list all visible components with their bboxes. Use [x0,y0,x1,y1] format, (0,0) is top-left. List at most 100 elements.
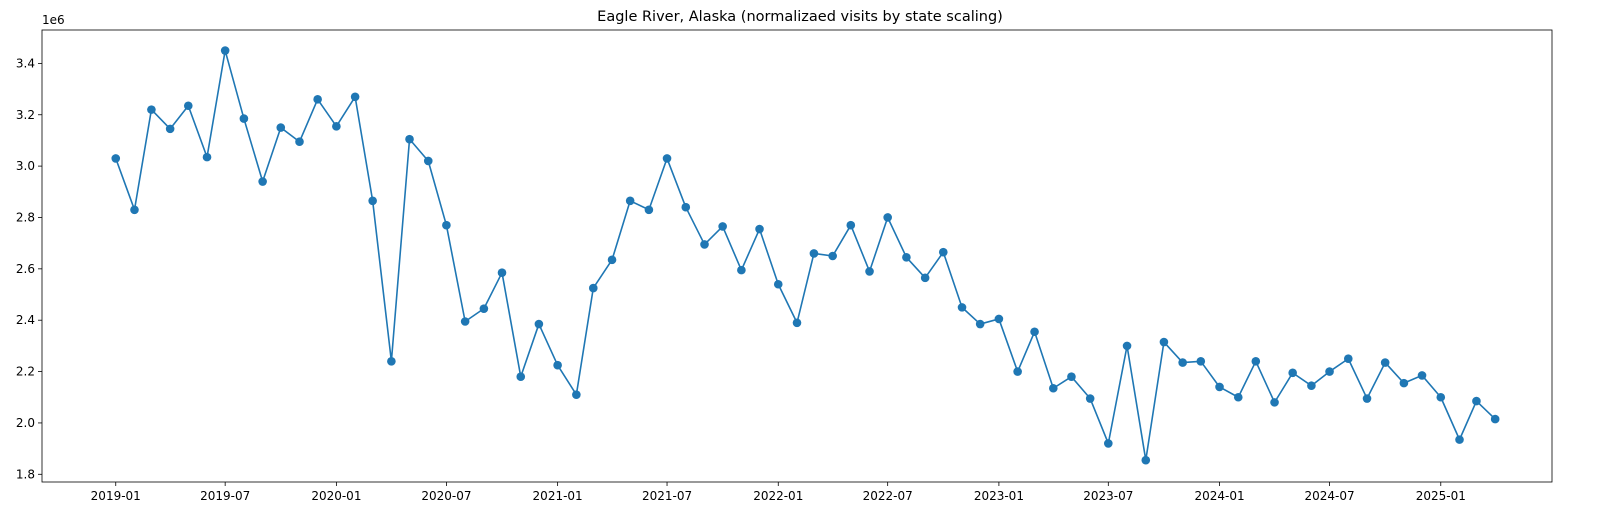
y-offset-label: 1e6 [42,13,65,27]
data-point [1178,358,1187,367]
data-point [220,46,230,55]
data-point [1490,414,1500,424]
data-point [387,356,396,366]
data-point [1288,368,1297,378]
y-axis: 1.8 2.0 2.2 2.4 2.6 2.8 3.0 3.2 3.4 [16,56,42,481]
x-axis: 2019-01 2019-07 2020-01 2020-07 2021-01 2021-… [91,482,1466,503]
data-point [405,134,414,144]
x-tick-label: 2019-01 [91,489,141,503]
data-point [295,137,304,147]
data-point [460,317,470,326]
data-point [625,196,635,206]
data-point [572,390,581,399]
data-point [442,220,451,230]
data-point [1251,356,1261,366]
series-line [114,49,1496,461]
x-tick-label: 2021-01 [533,489,583,503]
data-point [1104,439,1113,448]
x-tick-label: 2020-01 [311,489,361,503]
data-point [1141,455,1151,465]
data-point [1159,337,1169,347]
data-point [1013,367,1022,376]
data-point [718,222,727,231]
plot-area [41,29,1553,483]
y-tick-label: 3.2 [16,108,35,122]
data-point [350,92,360,102]
data-point [183,101,193,111]
data-point [662,154,672,163]
data-point [368,196,377,206]
data-point [809,249,819,258]
data-point [516,372,526,382]
data-point [1215,382,1224,392]
y-tick-label: 2.0 [16,416,35,430]
data-point [902,252,911,262]
data-point [938,247,948,257]
y-tick-label: 1.8 [16,467,35,481]
y-tick-label: 2.6 [16,262,35,276]
data-point [607,255,617,265]
x-tick-label: 2023-01 [974,489,1024,503]
data-point [1455,435,1464,444]
x-tick-label: 2022-01 [753,489,803,503]
data-point [423,156,433,166]
series-layer [111,46,1500,465]
chart-title: Eagle River, Alaska (normalizaed visits … [597,9,1003,25]
data-point [755,224,764,234]
data-point [202,152,212,162]
data-point [1270,398,1279,407]
data-point [276,123,286,132]
y-tick-label: 3.4 [16,56,35,70]
data-point [1472,396,1481,406]
data-point [792,318,802,328]
data-point [1307,381,1316,390]
data-point [920,273,930,283]
data-point [239,114,249,123]
data-point [700,240,709,249]
y-tick-label: 2.4 [16,313,35,327]
data-point [644,205,654,215]
data-point [883,213,892,222]
data-point [497,268,507,277]
data-point [1362,394,1372,403]
data-point [111,154,121,163]
data-point [846,220,856,230]
data-point [1343,354,1353,364]
data-point [773,279,783,289]
data-point [553,360,562,370]
data-point [975,319,985,329]
data-point [332,122,341,131]
x-tick-label: 2022-07 [863,489,913,503]
data-point [994,314,1004,324]
data-point [588,283,598,293]
data-point [479,304,489,313]
data-point [534,319,544,329]
data-point [865,267,874,276]
data-point [1417,371,1427,380]
data-point [1085,394,1095,403]
x-tick-label: 2020-07 [421,489,471,503]
data-point [1196,356,1206,366]
data-point [258,177,267,186]
x-tick-label: 2023-07 [1083,489,1133,503]
data-point [1399,378,1409,388]
x-tick-label: 2019-07 [200,489,250,503]
data-point [130,205,139,215]
x-tick-label: 2021-07 [642,489,692,503]
data-point [957,303,967,312]
data-point [1233,392,1243,402]
data-point [1436,392,1446,402]
y-tick-label: 2.2 [16,365,35,379]
data-point [828,251,837,261]
data-point [737,265,746,275]
y-tick-label: 2.8 [16,210,35,224]
x-tick-label: 2024-01 [1194,489,1244,503]
data-point [1325,367,1334,376]
data-point [1049,383,1058,393]
data-point [1067,372,1076,382]
data-point [313,95,322,104]
data-point [165,124,175,134]
data-point [1380,358,1390,367]
data-point [1030,327,1039,337]
